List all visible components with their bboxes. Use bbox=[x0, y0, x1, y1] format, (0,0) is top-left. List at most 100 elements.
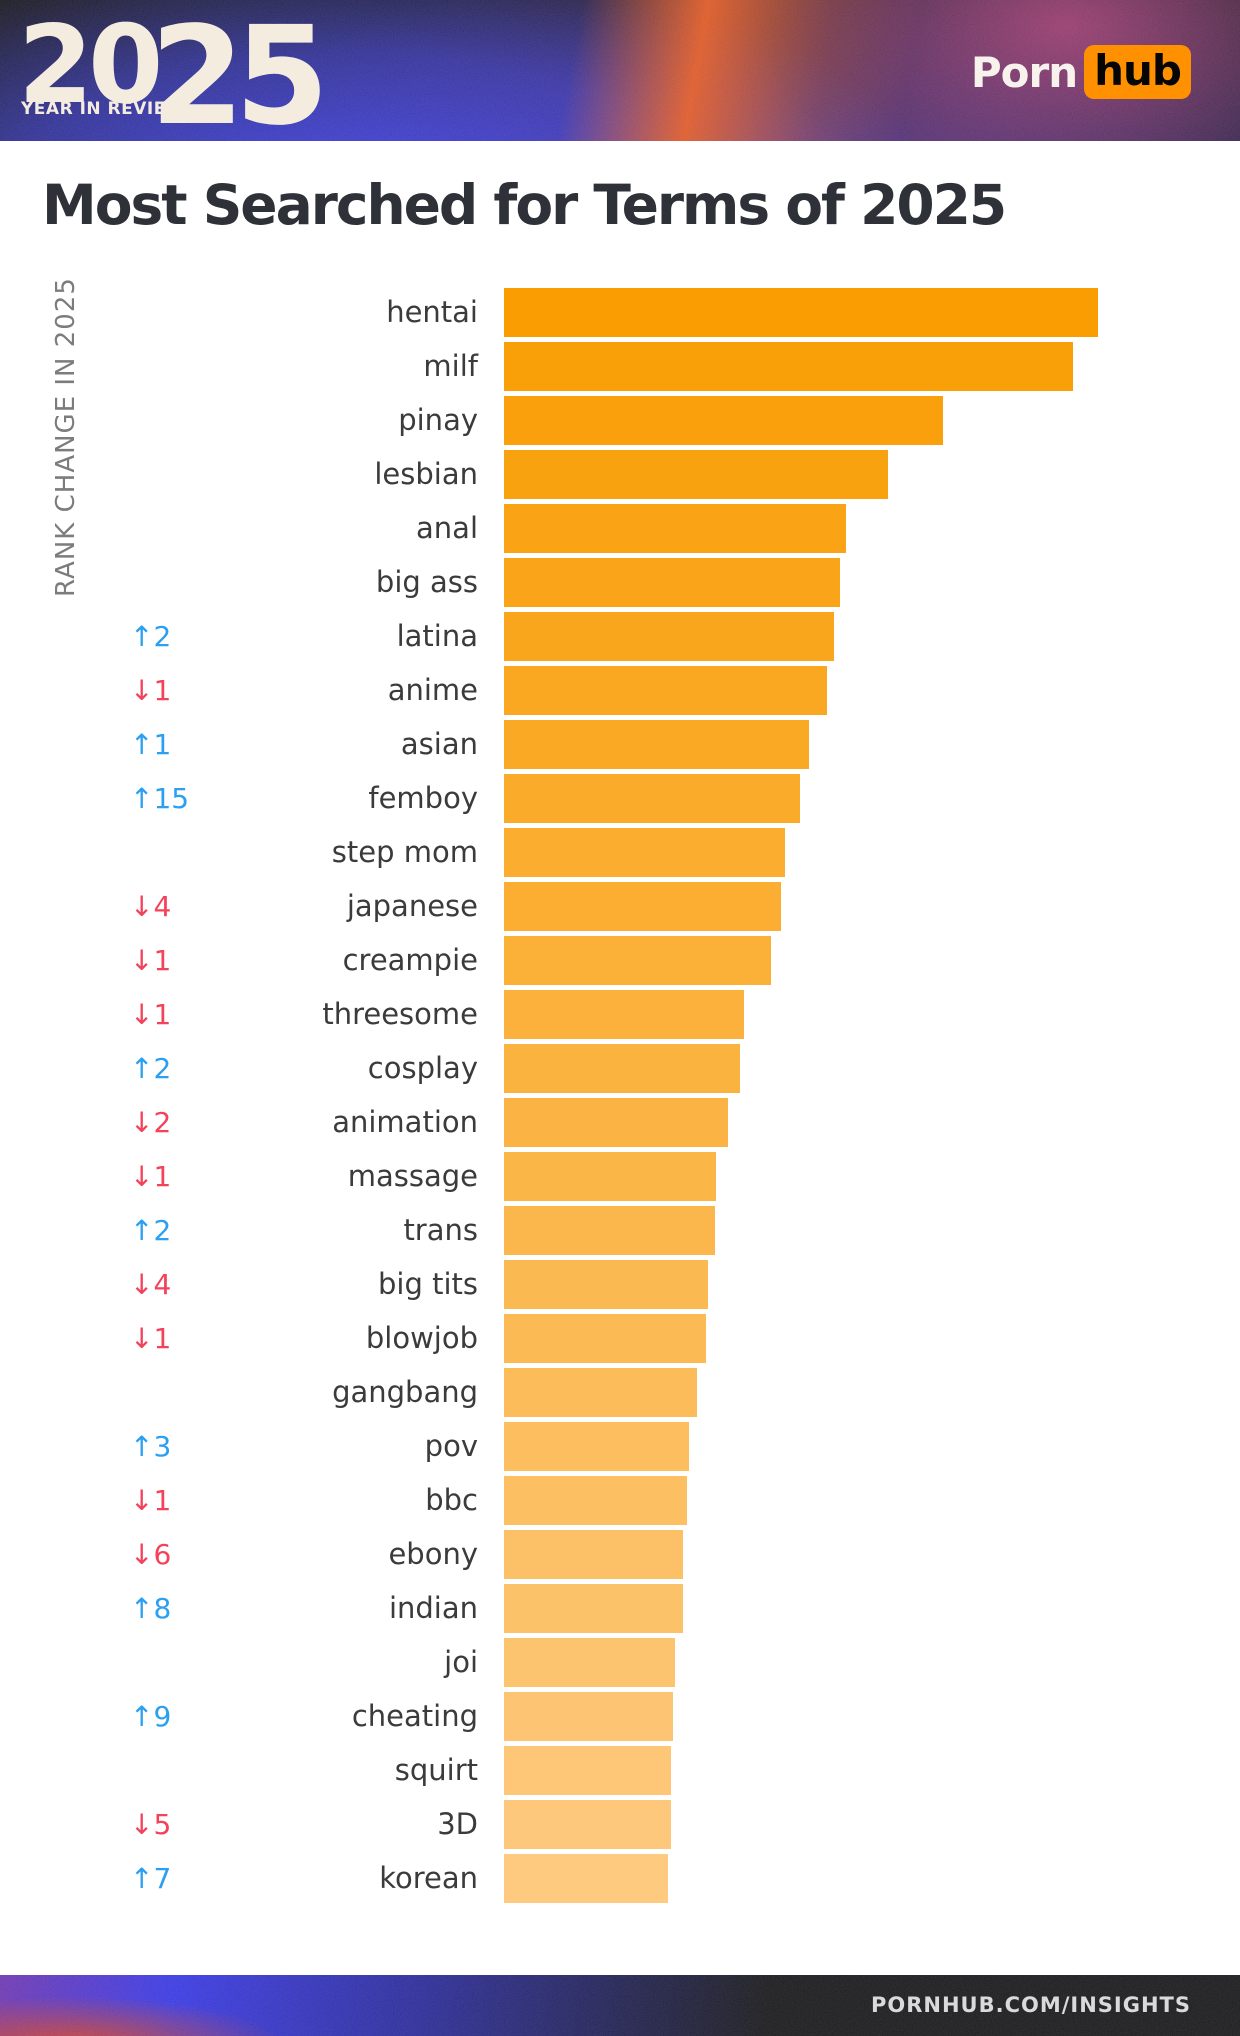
term-label: korean bbox=[379, 1861, 478, 1895]
rank-change-label: ↑15 bbox=[130, 782, 190, 815]
term-label: animation bbox=[332, 1105, 478, 1139]
term-label: blowjob bbox=[365, 1321, 478, 1355]
chart-row: lesbian bbox=[0, 450, 1240, 499]
logo-year-part2: 25 bbox=[150, 0, 329, 141]
term-bar bbox=[504, 1314, 706, 1363]
chart-row: ↓1 blowjob bbox=[0, 1314, 1240, 1363]
term-bar bbox=[504, 1746, 671, 1795]
chart-row: ↓4 japanese bbox=[0, 882, 1240, 931]
chart-row: ↓5 3D bbox=[0, 1800, 1240, 1849]
term-bar bbox=[504, 1692, 673, 1741]
term-label: massage bbox=[347, 1159, 478, 1193]
chart-row: ↑3 pov bbox=[0, 1422, 1240, 1471]
chart-row: ↑15 femboy bbox=[0, 774, 1240, 823]
term-bar bbox=[504, 1260, 708, 1309]
term-bar bbox=[504, 882, 781, 931]
chart-row: ↓2 animation bbox=[0, 1098, 1240, 1147]
term-bar bbox=[504, 558, 840, 607]
chart-row: ↓1 anime bbox=[0, 666, 1240, 715]
term-bar bbox=[504, 1476, 687, 1525]
rank-change-label: ↑1 bbox=[130, 728, 172, 761]
term-bar bbox=[504, 1584, 683, 1633]
chart-row: gangbang bbox=[0, 1368, 1240, 1417]
term-bar bbox=[504, 612, 834, 661]
rank-change-label: ↓5 bbox=[130, 1808, 172, 1841]
rank-change-label: ↓1 bbox=[130, 1322, 172, 1355]
rank-change-label: ↓1 bbox=[130, 944, 172, 977]
term-bar bbox=[504, 396, 943, 445]
term-bar bbox=[504, 1638, 675, 1687]
rank-change-label: ↑7 bbox=[130, 1862, 172, 1895]
term-label: joi bbox=[444, 1645, 478, 1679]
term-bar bbox=[504, 720, 809, 769]
term-label: step mom bbox=[331, 835, 478, 869]
term-label: japanese bbox=[346, 889, 478, 923]
pornhub-logo-text-hub: hub bbox=[1094, 45, 1182, 95]
rank-change-label: ↑2 bbox=[130, 620, 172, 653]
term-label: 3D bbox=[437, 1807, 478, 1841]
chart-row: ↑1 asian bbox=[0, 720, 1240, 769]
term-label: anime bbox=[387, 673, 478, 707]
term-label: hentai bbox=[386, 295, 478, 329]
term-bar bbox=[504, 774, 800, 823]
rank-change-label: ↓1 bbox=[130, 1160, 172, 1193]
chart-row: joi bbox=[0, 1638, 1240, 1687]
term-label: lesbian bbox=[374, 457, 478, 491]
rank-change-label: ↓4 bbox=[130, 1268, 172, 1301]
rank-change-label: ↓6 bbox=[130, 1538, 172, 1571]
rank-change-label: ↓1 bbox=[130, 674, 172, 707]
logo-year-part1: 20 bbox=[18, 3, 163, 128]
chart-row: milf bbox=[0, 342, 1240, 391]
chart-row: ↓1 creampie bbox=[0, 936, 1240, 985]
term-bar bbox=[504, 288, 1098, 337]
term-bar bbox=[504, 1854, 668, 1903]
rank-change-label: ↑9 bbox=[130, 1700, 172, 1733]
term-bar bbox=[504, 828, 785, 877]
insights-url: PORNHUB.COM/INSIGHTS bbox=[870, 1993, 1191, 2017]
term-label: anal bbox=[416, 511, 478, 545]
term-label: pinay bbox=[398, 403, 478, 437]
year-in-review-logo: 20 25 YEAR IN REVIEW bbox=[0, 0, 330, 141]
term-bar bbox=[504, 990, 744, 1039]
chart-row: pinay bbox=[0, 396, 1240, 445]
term-bar bbox=[504, 1422, 689, 1471]
rank-change-label: ↓2 bbox=[130, 1106, 172, 1139]
term-bar bbox=[504, 1044, 740, 1093]
chart-row: anal bbox=[0, 504, 1240, 553]
chart-row: hentai bbox=[0, 288, 1240, 337]
term-label: cosplay bbox=[367, 1051, 478, 1085]
term-label: indian bbox=[388, 1591, 478, 1625]
chart-row: ↑8 indian bbox=[0, 1584, 1240, 1633]
term-bar bbox=[504, 450, 888, 499]
footer-banner: PORNHUB.COM/INSIGHTS bbox=[0, 1975, 1240, 2036]
term-bar bbox=[504, 1152, 716, 1201]
rank-change-label: ↑8 bbox=[130, 1592, 172, 1625]
term-label: pov bbox=[424, 1429, 478, 1463]
rank-change-label: ↓4 bbox=[130, 890, 172, 923]
term-bar bbox=[504, 936, 771, 985]
term-label: gangbang bbox=[332, 1375, 478, 1409]
header-banner: 20 25 YEAR IN REVIEW Porn hub bbox=[0, 0, 1240, 141]
term-label: threesome bbox=[322, 997, 478, 1031]
rank-change-label: ↓1 bbox=[130, 998, 172, 1031]
chart-row: ↑2 latina bbox=[0, 612, 1240, 661]
chart-row: ↑9 cheating bbox=[0, 1692, 1240, 1741]
term-label: trans bbox=[403, 1213, 478, 1247]
chart-row: ↑2 cosplay bbox=[0, 1044, 1240, 1093]
rank-change-label: ↓1 bbox=[130, 1484, 172, 1517]
chart-row: ↓6 ebony bbox=[0, 1530, 1240, 1579]
chart-row: step mom bbox=[0, 828, 1240, 877]
chart-row: ↑2 trans bbox=[0, 1206, 1240, 1255]
term-bar bbox=[504, 342, 1073, 391]
chart-row: ↑7 korean bbox=[0, 1854, 1240, 1903]
rank-change-label: ↑3 bbox=[130, 1430, 172, 1463]
term-label: big ass bbox=[375, 565, 478, 599]
rank-change-label: ↑2 bbox=[130, 1214, 172, 1247]
term-label: bbc bbox=[425, 1483, 478, 1517]
term-label: cheating bbox=[351, 1699, 478, 1733]
chart-row: squirt bbox=[0, 1746, 1240, 1795]
pornhub-logo: Porn hub bbox=[971, 44, 1191, 100]
term-bar bbox=[504, 1206, 715, 1255]
